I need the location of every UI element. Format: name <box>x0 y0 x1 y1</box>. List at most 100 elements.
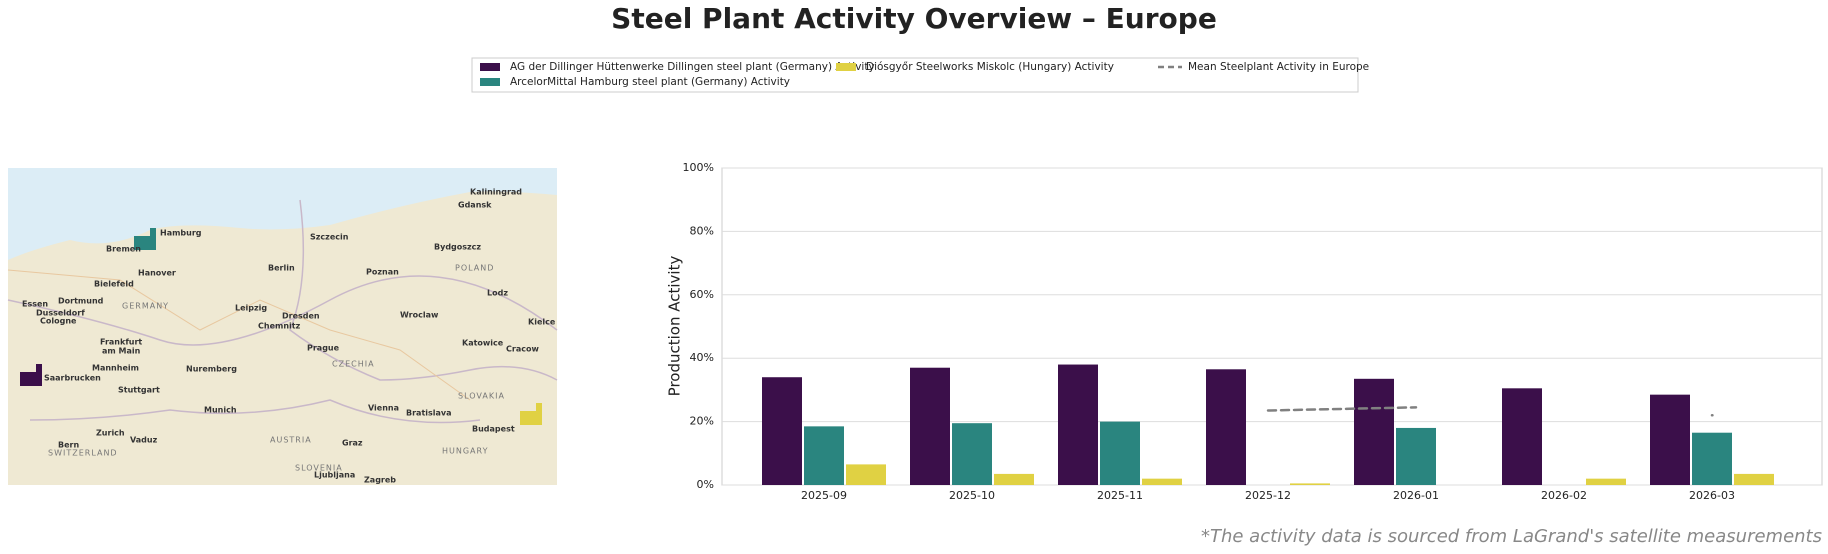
map-label: Bratislava <box>406 409 452 418</box>
map-label: Kielce <box>528 318 556 327</box>
map-label: Munich <box>204 406 237 415</box>
x-tick-label: 2026-02 <box>1541 489 1587 502</box>
map-label: Saarbrucken <box>44 374 101 383</box>
map-label: Dortmund <box>58 297 104 306</box>
bar <box>1734 473 1774 485</box>
y-tick-label: 100% <box>683 161 714 174</box>
map-label: Hanover <box>138 269 176 278</box>
map-label: Essen <box>22 300 48 309</box>
map-label: Bielefeld <box>94 280 134 289</box>
map-label: Stuttgart <box>118 386 160 395</box>
bar <box>910 367 950 485</box>
map-label: Berlin <box>268 264 295 273</box>
legend-box <box>471 57 1359 93</box>
y-tick-label: 40% <box>690 351 714 364</box>
map-label: Dusseldorf <box>36 309 85 318</box>
map-label: Nuremberg <box>186 365 237 374</box>
map-label: Bremen <box>106 245 141 254</box>
y-tick-label: 20% <box>690 415 714 428</box>
map-label: Zagreb <box>364 476 396 485</box>
map-label: Cologne <box>40 317 77 326</box>
bar <box>1142 478 1182 485</box>
bar <box>846 464 886 485</box>
map-label: Ljubljana <box>314 471 355 480</box>
map-label: Bern <box>58 441 79 450</box>
bar <box>952 423 992 485</box>
map-label: Gdansk <box>458 201 492 210</box>
map-label: Leipzig <box>235 304 267 313</box>
map-sea <box>8 168 557 260</box>
map-label: SWITZERLAND <box>48 449 118 458</box>
map: Kaliningrad Gdansk Hamburg Bremen Szczec… <box>7 168 558 485</box>
plant-icon <box>20 364 42 386</box>
legend-label: Diósgyőr Steelworks Miskolc (Hungary) Ac… <box>866 61 1114 73</box>
mean-line <box>1266 406 1418 412</box>
bar <box>1502 388 1542 485</box>
map-label: Zurich <box>96 429 125 438</box>
x-tick-label: 2026-01 <box>1393 489 1439 502</box>
bar <box>1650 394 1690 485</box>
bar <box>1396 427 1436 485</box>
map-label: Szczecin <box>310 233 349 242</box>
map-border <box>289 199 558 381</box>
bar <box>1100 421 1140 485</box>
map-border <box>29 399 481 424</box>
bar <box>1290 483 1330 485</box>
legend-swatch <box>480 78 500 86</box>
map-label: Lodz <box>487 289 508 298</box>
legend-swatch <box>480 63 500 71</box>
map-label: Wroclaw <box>400 311 439 320</box>
x-tick-label: 2025-12 <box>1245 489 1291 502</box>
map-label: AUSTRIA <box>270 436 312 445</box>
map-label: am Main <box>102 347 141 356</box>
legend-label: ArcelorMittal Hamburg steel plant (Germa… <box>510 76 790 88</box>
map-label: Poznan <box>366 268 399 277</box>
map-road <box>7 269 471 401</box>
map-label: GERMANY <box>122 302 169 311</box>
x-tick-label: 2025-11 <box>1097 489 1143 502</box>
bar <box>994 473 1034 485</box>
bar <box>1354 378 1394 485</box>
legend-swatch <box>836 63 856 71</box>
map-label: SLOVAKIA <box>458 392 505 401</box>
y-tick-label: 80% <box>690 224 714 237</box>
plant-icon <box>134 228 156 250</box>
bar <box>1058 364 1098 485</box>
map-label: Frankfurt <box>100 338 142 347</box>
map-border <box>7 275 558 346</box>
map-label: Bydgoszcz <box>434 243 481 252</box>
map-label: Mannheim <box>92 364 139 373</box>
bar <box>762 377 802 485</box>
bar <box>1206 369 1246 485</box>
map-label: Hamburg <box>160 229 202 238</box>
map-label: Cracow <box>506 345 539 354</box>
bar <box>804 426 844 485</box>
map-label: POLAND <box>455 264 494 273</box>
legend-label: Mean Steelplant Activity in Europe <box>1188 61 1369 73</box>
map-label: CZECHIA <box>332 360 375 369</box>
map-label: HUNGARY <box>442 447 488 456</box>
bar <box>1692 432 1732 485</box>
chart-title: Steel Plant Activity Overview – Europe <box>611 2 1217 35</box>
bar <box>1586 478 1626 485</box>
map-label: Budapest <box>472 425 515 434</box>
x-tick-label: 2026-03 <box>1689 489 1735 502</box>
map-label: SLOVENIA <box>295 464 343 473</box>
x-tick-label: 2025-10 <box>949 489 995 502</box>
map-label: Kaliningrad <box>470 188 522 197</box>
y-tick-label: 0% <box>697 478 714 491</box>
map-label: Katowice <box>462 339 504 348</box>
map-label: Vienna <box>368 404 399 413</box>
plant-icon <box>520 403 542 425</box>
footnote: *The activity data is sourced from LaGra… <box>1201 526 1822 547</box>
legend-label: AG der Dillinger Hüttenwerke Dillingen s… <box>510 61 875 73</box>
map-label: Graz <box>342 439 363 448</box>
map-label: Prague <box>307 344 340 353</box>
y-axis-label: Production Activity <box>666 256 684 397</box>
map-label: Vaduz <box>130 436 158 445</box>
map-label: Chemnitz <box>258 322 301 331</box>
x-tick-label: 2025-09 <box>801 489 847 502</box>
map-label: Dresden <box>282 312 320 321</box>
y-tick-label: 60% <box>690 288 714 301</box>
